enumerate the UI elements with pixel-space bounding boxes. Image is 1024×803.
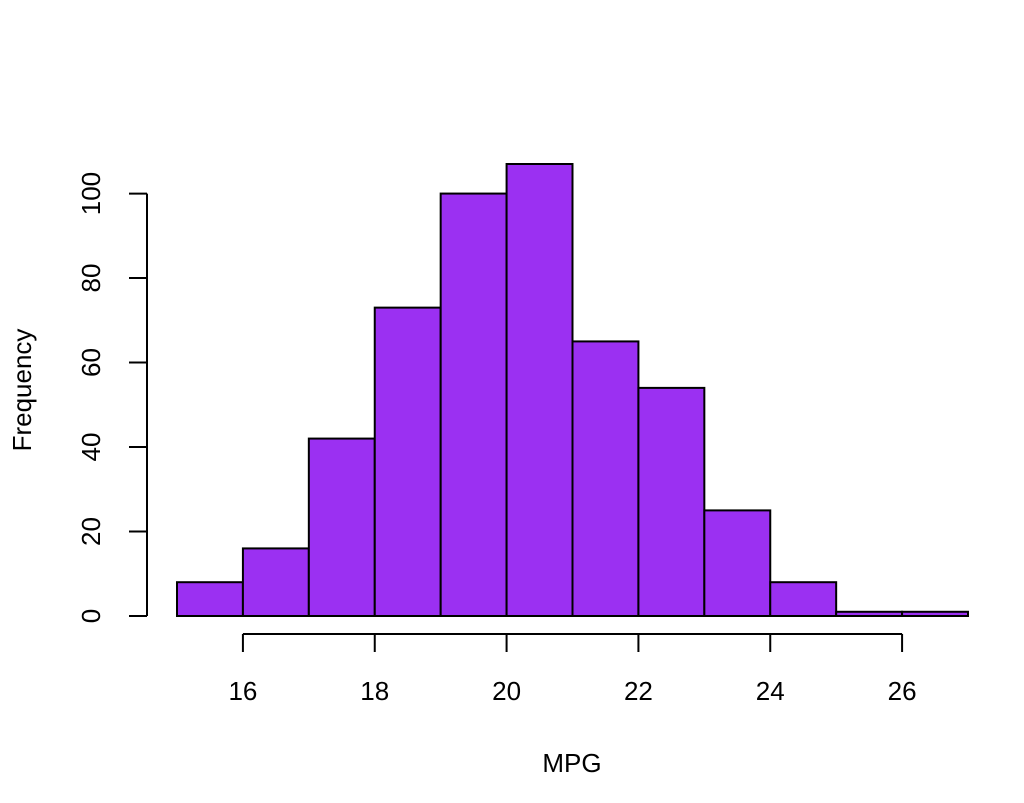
histogram-bar-6 — [505, 163, 574, 617]
x-axis: 16 18 20 22 24 26 — [228, 633, 917, 706]
histogram-bar-11 — [835, 610, 904, 617]
x-tick-label-16: 16 — [228, 676, 257, 706]
histogram-bar-2 — [241, 547, 310, 617]
y-tick-label-60: 60 — [76, 348, 106, 377]
histogram-bar-5 — [439, 192, 508, 617]
histogram-bar-3 — [307, 437, 376, 617]
histogram-bar-10 — [769, 581, 838, 618]
histogram-bar-12 — [901, 610, 969, 617]
y-axis: 0 20 40 60 80 100 — [76, 172, 148, 623]
x-tick-label-20: 20 — [492, 676, 521, 706]
x-tick-label-22: 22 — [624, 676, 653, 706]
y-tick-label-20: 20 — [76, 517, 106, 546]
x-axis-title: MPG — [542, 748, 601, 778]
x-tick-label-18: 18 — [360, 676, 389, 706]
y-tick-label-40: 40 — [76, 433, 106, 462]
histogram-bar-7 — [571, 340, 640, 617]
histogram-bar-1 — [176, 581, 244, 618]
histogram-bar-9 — [703, 509, 772, 617]
histogram-bar-4 — [373, 306, 442, 617]
x-tick-label-24: 24 — [756, 676, 785, 706]
x-tick-label-26: 26 — [888, 676, 917, 706]
y-tick-label-80: 80 — [76, 264, 106, 293]
histogram-bars — [176, 163, 969, 618]
y-tick-label-0: 0 — [76, 609, 106, 623]
histogram-bar-8 — [637, 386, 706, 617]
y-axis-title: Frequency — [7, 329, 37, 452]
y-tick-label-100: 100 — [76, 172, 106, 215]
